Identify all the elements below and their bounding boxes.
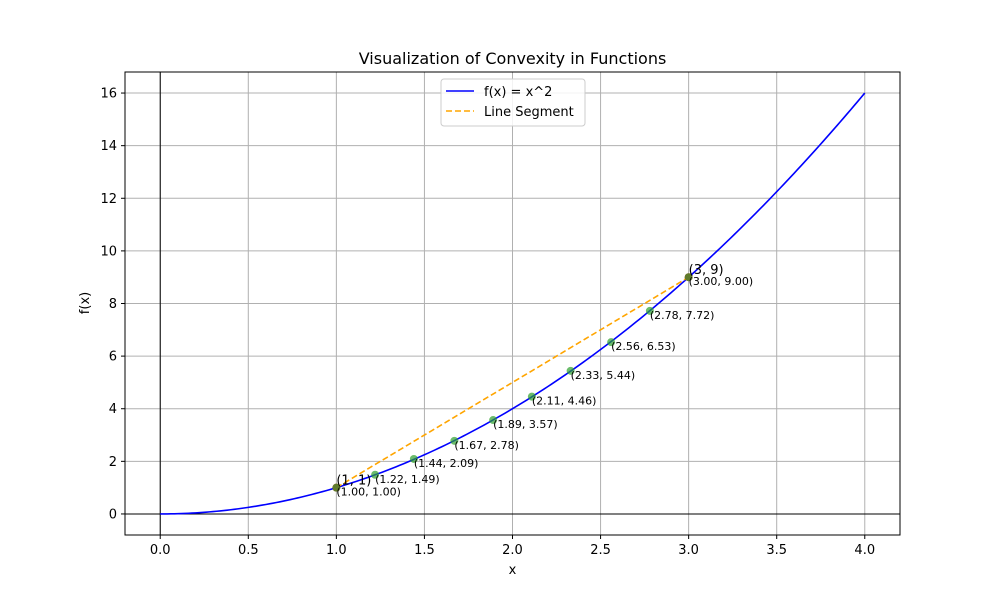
sample-point (409, 454, 418, 463)
y-tick-label: 12 (100, 192, 117, 207)
x-tick-label: 4.0 (854, 543, 875, 558)
line-segment (335, 276, 690, 489)
y-tick-label: 14 (100, 139, 117, 154)
sample-point-label: (2.78, 7.72) (650, 309, 715, 322)
sample-point-label: (2.33, 5.44) (571, 369, 636, 382)
sample-point (684, 273, 693, 282)
x-axis-label: x (509, 563, 517, 578)
endpoint-label: (3, 9) (689, 263, 724, 278)
x-tick-label: 1.5 (414, 543, 435, 558)
y-tick-label: 10 (100, 244, 117, 259)
y-tick-label: 4 (109, 402, 117, 417)
legend: f(x) = x^2 Line Segment (440, 78, 586, 127)
y-tick-label: 2 (109, 455, 117, 470)
x-tick-label: 0.5 (238, 543, 259, 558)
sample-point-label: (1.89, 3.57) (493, 418, 558, 431)
sample-point-label: (2.56, 6.53) (611, 340, 676, 353)
y-axis-label: f(x) (78, 292, 93, 314)
sample-point-label: (1.00, 1.00) (336, 486, 401, 499)
sample-point (332, 483, 341, 492)
plot-area: (1, 1) (3, 9) (1.00, 1.00)(1.22, 1.49) (1.4… (100, 71, 901, 558)
x-tick-label: 3.0 (678, 543, 699, 558)
y-tick-label: 0 (109, 507, 117, 522)
y-tick-label: 16 (100, 87, 117, 102)
sample-point-label: (1.22, 1.49) (375, 473, 440, 486)
sample-point (607, 338, 616, 347)
sample-point (566, 366, 575, 375)
chart-title: Visualization of Convexity in Functions (359, 49, 667, 68)
y-tick-label: 6 (109, 350, 117, 365)
sample-point (645, 306, 654, 315)
y-tick-label: 8 (109, 297, 117, 312)
x-tick-label: 2.0 (502, 543, 523, 558)
legend-label-segment: Line Segment (484, 105, 574, 120)
sample-point-label: (1.44, 2.09) (414, 457, 479, 470)
sample-point-label: (1.67, 2.78) (454, 439, 519, 452)
endpoint-label: (1, 1) (336, 474, 371, 489)
x-tick-label: 3.5 (766, 543, 787, 558)
x-tick-label: 0.0 (150, 543, 171, 558)
legend-box (440, 78, 586, 127)
sample-point (450, 436, 459, 445)
sample-point (489, 416, 498, 425)
sample-point (371, 470, 380, 479)
x-tick-label: 1.0 (326, 543, 347, 558)
x-tick-label: 2.5 (590, 543, 611, 558)
sample-point-label: (3.00, 9.00) (689, 275, 754, 288)
sample-point (527, 392, 536, 401)
function-curve (160, 92, 866, 515)
sample-point-label: (2.11, 4.46) (532, 395, 597, 408)
legend-label-function: f(x) = x^2 (484, 85, 552, 100)
